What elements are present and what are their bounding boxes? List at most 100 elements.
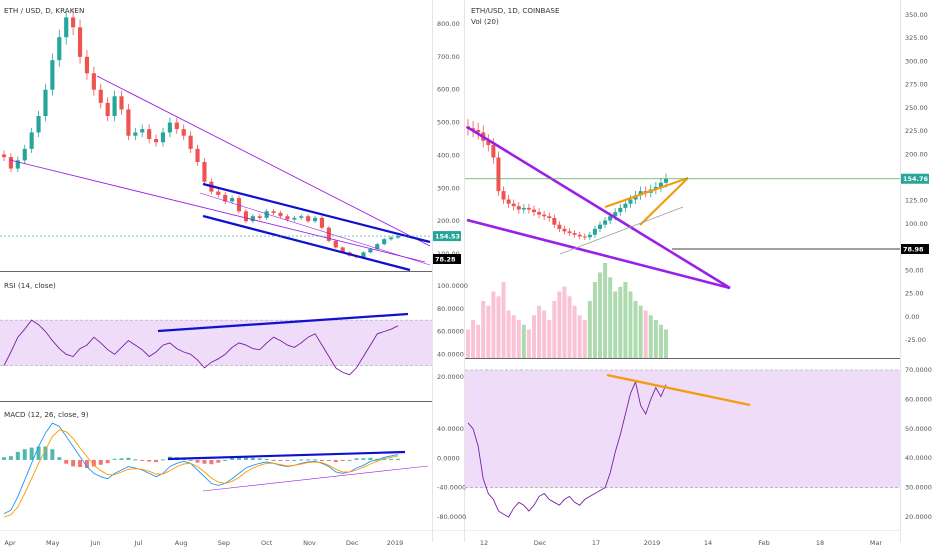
volume-bar	[648, 315, 653, 358]
candle-body	[257, 216, 262, 218]
macd-histogram-bar	[382, 458, 387, 460]
volume-bar	[653, 320, 658, 358]
candle-body	[264, 211, 269, 218]
macd-histogram-bar	[237, 456, 242, 460]
macd-histogram-bar	[278, 459, 283, 461]
candle-body	[223, 194, 228, 202]
macd-histogram-bar	[50, 449, 55, 460]
purple-trendline-upper	[96, 75, 431, 247]
y-tick-label: 50.0000	[905, 425, 932, 433]
y-tick-label: 40.0000	[437, 425, 464, 433]
candle-body	[105, 102, 110, 116]
candle-body	[552, 217, 557, 225]
volume-bar	[486, 305, 491, 358]
candle-body	[340, 247, 345, 253]
price-tag-label: 154.53	[435, 233, 460, 241]
volume-bar	[582, 320, 587, 358]
y-tick-label: 60.0000	[905, 395, 932, 403]
y-tick-label: 0.00	[905, 313, 919, 321]
macd-histogram-bar	[209, 459, 214, 465]
volume-bar	[532, 315, 536, 358]
y-tick-label: -25.00	[905, 336, 926, 344]
x-tick-label: Dec	[346, 539, 359, 547]
macd-histogram-bar	[285, 459, 290, 461]
x-tick-label: 2019	[387, 539, 404, 547]
orange-wedge-upper	[604, 176, 689, 209]
volume-bar	[577, 315, 582, 358]
macd-histogram-bar	[112, 458, 117, 460]
volume-bar	[481, 301, 486, 358]
volume-bar	[643, 310, 648, 358]
candle-body	[532, 209, 536, 213]
candle-body	[476, 129, 481, 133]
left-rsi-title: RSI (14, close)	[4, 281, 56, 290]
candle-body	[8, 157, 13, 169]
y-tick-label: 100.00	[905, 220, 928, 228]
macd-histogram-bar	[257, 458, 262, 460]
volume-bar	[633, 301, 638, 358]
macd-histogram-bar	[140, 459, 145, 461]
candle-body	[521, 207, 526, 210]
candle-body	[50, 60, 55, 90]
volume-bar	[506, 310, 511, 358]
candle-body	[598, 224, 602, 229]
y-tick-label: 300.00	[437, 184, 460, 192]
macd-histogram-bar	[375, 458, 380, 460]
purple-wedge-lower	[466, 218, 731, 290]
volume-bar	[491, 291, 496, 358]
candle-body	[562, 228, 567, 232]
macd-histogram-bar	[354, 458, 359, 460]
candle-body	[375, 244, 380, 250]
rsi-line	[3, 319, 399, 376]
candle-body	[333, 240, 338, 248]
macd-histogram-bar	[57, 457, 62, 460]
candle-body	[57, 37, 62, 61]
x-tick-label: Apr	[4, 539, 16, 547]
macd-histogram-bar	[78, 459, 83, 467]
y-tick-label: 250.00	[905, 104, 928, 112]
macd-histogram-bar	[84, 459, 89, 468]
y-tick-label: 20.0000	[905, 513, 932, 521]
volume-bar	[521, 324, 526, 358]
candle-body	[278, 212, 283, 217]
y-tick-label: 275.00	[905, 81, 928, 89]
y-tick-label: 800.00	[437, 20, 460, 28]
candle-body	[526, 207, 531, 210]
candle-body	[84, 56, 90, 74]
candle-body	[319, 217, 325, 228]
macd-histogram-bar	[126, 457, 131, 460]
y-tick-label: 70.0000	[905, 366, 932, 374]
macd-histogram-bar	[361, 458, 366, 460]
price-tag	[901, 173, 929, 184]
y-tick-label: 350.00	[905, 11, 928, 19]
candle-body	[91, 73, 96, 90]
macd-line	[3, 422, 399, 515]
candle-body	[299, 216, 304, 218]
volume-bar	[623, 282, 628, 358]
candle-body	[572, 233, 577, 235]
candle-body	[216, 191, 221, 195]
macd-histogram-bar	[368, 457, 373, 460]
macd-histogram-bar	[71, 459, 76, 467]
macd-histogram-bar	[188, 459, 193, 461]
volume-bar	[542, 310, 547, 358]
y-tick-label: 600.00	[437, 86, 460, 94]
candle-body	[577, 234, 582, 237]
macd-histogram-bar	[133, 459, 138, 461]
candle-body	[36, 116, 41, 133]
volume-bar	[598, 272, 602, 358]
candle-body	[582, 236, 587, 238]
candle-body	[1, 154, 7, 158]
macd-histogram-bar	[8, 456, 13, 460]
candle-body	[22, 148, 27, 161]
y-tick-label: 100.0000	[437, 282, 468, 290]
left-macd-title: MACD (12, 26, close, 9)	[4, 410, 89, 419]
macd-histogram-bar	[36, 446, 41, 460]
volume-bar	[471, 320, 476, 358]
volume-bar	[567, 296, 572, 358]
left-chart-title: ETH / USD, D, KRAKEN	[4, 6, 85, 15]
candle-body	[160, 132, 166, 143]
y-tick-label: 60.0000	[437, 328, 464, 336]
candle-body	[587, 234, 592, 238]
